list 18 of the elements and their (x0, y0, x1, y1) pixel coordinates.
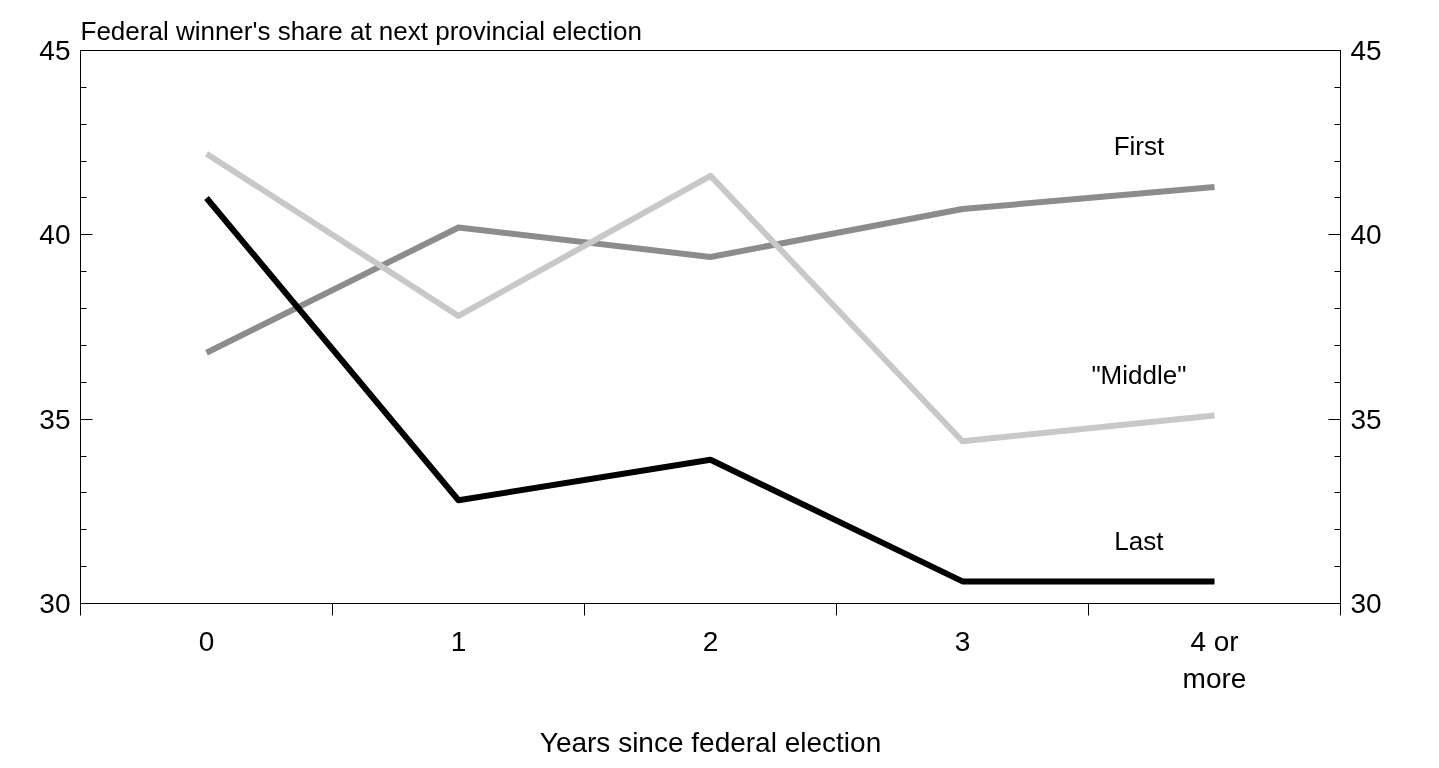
chart-title: Federal winner's share at next provincial election (80, 15, 642, 46)
y2-tick-label: 30 (1350, 588, 1382, 619)
x-tick-label: 2 (702, 625, 719, 657)
x-axis-title: Years since federal election (539, 726, 882, 758)
x-tick-label: 3 (954, 625, 971, 657)
y-tick-label: 45 (39, 35, 71, 66)
y2-tick-label: 40 (1350, 219, 1382, 251)
x-tick-label: 1 (450, 625, 467, 657)
y2-tick-label: 45 (1350, 35, 1382, 66)
y-tick-label: 30 (39, 588, 71, 619)
x-tick-label: 4 or more (1182, 625, 1247, 694)
series-label: "Middle" (1091, 359, 1187, 390)
y-tick-label: 40 (39, 219, 71, 251)
series-label: First (1113, 131, 1165, 162)
series-label: Last (1114, 525, 1165, 556)
y2-tick-label: 35 (1350, 403, 1382, 435)
x-tick-label: 0 (198, 625, 215, 657)
y-tick-label: 35 (39, 403, 71, 435)
